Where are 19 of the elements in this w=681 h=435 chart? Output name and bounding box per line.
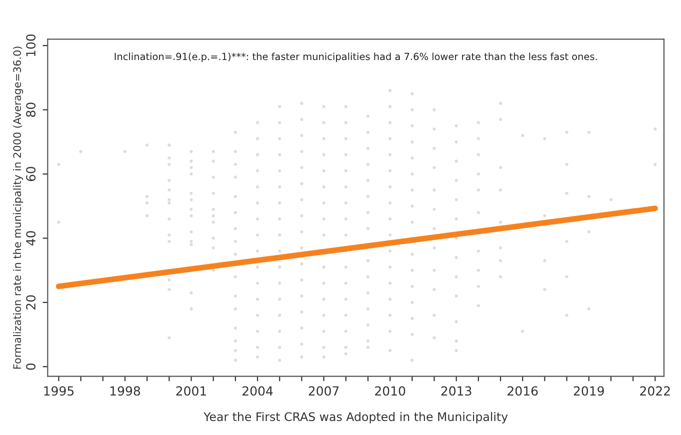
x-tick-label: 2007: [308, 386, 339, 396]
x-tick-label: 2019: [574, 386, 604, 396]
x-tick-label: 2004: [242, 386, 273, 396]
y-tick-label: 80: [26, 102, 36, 117]
annotation: Inclination=.91(e.p.=.1)***: the faster municipalities had a 7.6% lower rate than the less fast ones.: [114, 52, 597, 62]
x-tick-label: 2001: [176, 386, 206, 396]
x-axis-title: Year the First CRAS was Adopted in the Municipality: [204, 412, 508, 424]
y-tick-label: 100: [26, 34, 36, 56]
y-tick-label: 0: [26, 363, 36, 370]
x-tick-label: 1995: [44, 386, 74, 396]
x-tick-label: 2013: [441, 386, 472, 396]
y-tick-label: 20: [26, 295, 36, 310]
x-tick-label: 1998: [110, 386, 140, 396]
y-tick-label: 60: [26, 166, 36, 182]
x-tick-label: 2022: [640, 386, 670, 396]
x-tick-label: 2016: [508, 386, 538, 396]
y-axis-title: Formalization rate in the municipality in 2000 (Average=36.0): [12, 46, 24, 369]
y-tick-label: 40: [26, 231, 36, 246]
x-tick-label: 2010: [375, 386, 406, 396]
